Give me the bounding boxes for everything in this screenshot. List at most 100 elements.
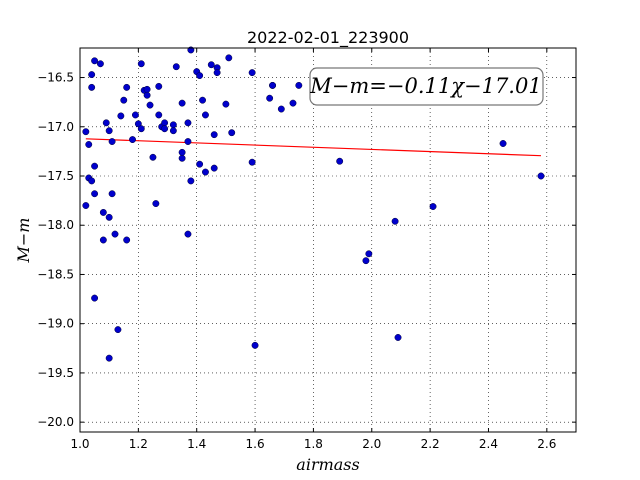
data-point (222, 100, 230, 108)
data-point (184, 230, 192, 238)
data-point (91, 57, 99, 65)
data-point (99, 208, 107, 216)
data-point (537, 172, 545, 180)
x-tick-label: 1.8 (304, 437, 323, 451)
data-point (91, 190, 99, 198)
data-point (196, 72, 204, 80)
data-point (96, 60, 104, 68)
data-point (187, 177, 195, 185)
data-point (137, 125, 145, 133)
data-point (178, 99, 186, 107)
data-point (277, 105, 285, 113)
data-point (225, 54, 233, 62)
data-point (248, 158, 256, 166)
x-tick-label: 2.4 (479, 437, 498, 451)
data-point (172, 63, 180, 71)
data-point (143, 91, 151, 99)
plot-frame (79, 47, 577, 433)
fit-layer (85, 138, 542, 157)
y-tick-label: −17.0 (37, 120, 74, 134)
data-point (295, 81, 303, 89)
data-point (129, 136, 136, 144)
points-layer (82, 46, 545, 362)
annotation-box (309, 67, 544, 106)
data-point (123, 236, 131, 244)
data-point (161, 125, 169, 133)
data-point (85, 141, 93, 148)
data-point (178, 148, 186, 156)
data-point (149, 153, 157, 161)
data-point (207, 61, 215, 69)
fit-line (85, 138, 542, 157)
data-point (82, 128, 90, 136)
x-axis-label: airmass (296, 455, 359, 474)
data-point (88, 177, 96, 185)
data-point (88, 83, 96, 91)
data-point (248, 69, 256, 77)
data-point (105, 354, 113, 362)
y-tick-label: −16.5 (37, 71, 74, 85)
data-point (269, 81, 277, 89)
data-point (499, 140, 507, 147)
data-point (365, 250, 373, 258)
data-point (99, 236, 107, 244)
data-point (146, 101, 154, 109)
y-tick-label: −19.0 (37, 317, 74, 331)
y-tick-label: −17.5 (37, 169, 74, 183)
data-point (108, 138, 116, 145)
fit-annotation: M−m=−0.11χ−17.01 (309, 67, 544, 106)
ticks-layer: 1.0 1.2 1.4 1.6 1.8 2.0 2.2 2.4 2.6 −16.5 −17.0 −17… (37, 48, 576, 451)
data-point (169, 127, 177, 135)
data-point (131, 111, 139, 119)
data-point (251, 341, 259, 349)
data-point (196, 160, 204, 168)
data-point (213, 69, 221, 77)
data-point (169, 121, 177, 129)
data-point (178, 154, 186, 162)
data-point (184, 138, 192, 145)
data-point (108, 190, 116, 198)
data-point (114, 326, 122, 334)
data-point (102, 119, 110, 127)
data-point (143, 85, 151, 93)
grid (79, 48, 576, 432)
data-point (336, 157, 344, 165)
data-point (91, 294, 99, 302)
x-tick-label: 1.2 (129, 437, 148, 451)
y-tick-label: −19.5 (37, 366, 74, 380)
data-point (199, 96, 206, 104)
data-point (82, 202, 90, 209)
data-point (210, 164, 218, 172)
data-point (161, 119, 169, 127)
data-point (111, 230, 119, 238)
data-point (362, 257, 370, 265)
data-point (394, 334, 402, 341)
x-tick-label: 2.2 (421, 437, 440, 451)
data-point (120, 96, 128, 104)
data-point (88, 71, 96, 79)
data-point (266, 94, 274, 102)
data-point (202, 168, 209, 176)
data-point (105, 213, 113, 221)
data-point (117, 112, 125, 120)
x-tick-label: 2.0 (362, 437, 381, 451)
y-axis-label: M−m (14, 218, 33, 264)
data-point (202, 111, 209, 119)
data-point (184, 119, 192, 127)
data-point (137, 60, 145, 68)
data-point (228, 129, 236, 137)
data-point (105, 127, 113, 135)
chart-title: 2022-02-01_223900 (247, 28, 409, 48)
annotation-text: M−m=−0.11χ−17.01 (309, 74, 541, 98)
data-point (123, 83, 131, 91)
data-point (429, 203, 437, 210)
x-tick-label: 1.6 (246, 437, 265, 451)
data-point (152, 200, 160, 208)
x-tick-label: 2.6 (537, 437, 556, 451)
data-point (155, 111, 163, 119)
y-tick-label: −18.0 (37, 218, 74, 232)
y-tick-label: −20.0 (37, 415, 74, 429)
data-point (155, 82, 163, 90)
data-point (210, 131, 218, 139)
